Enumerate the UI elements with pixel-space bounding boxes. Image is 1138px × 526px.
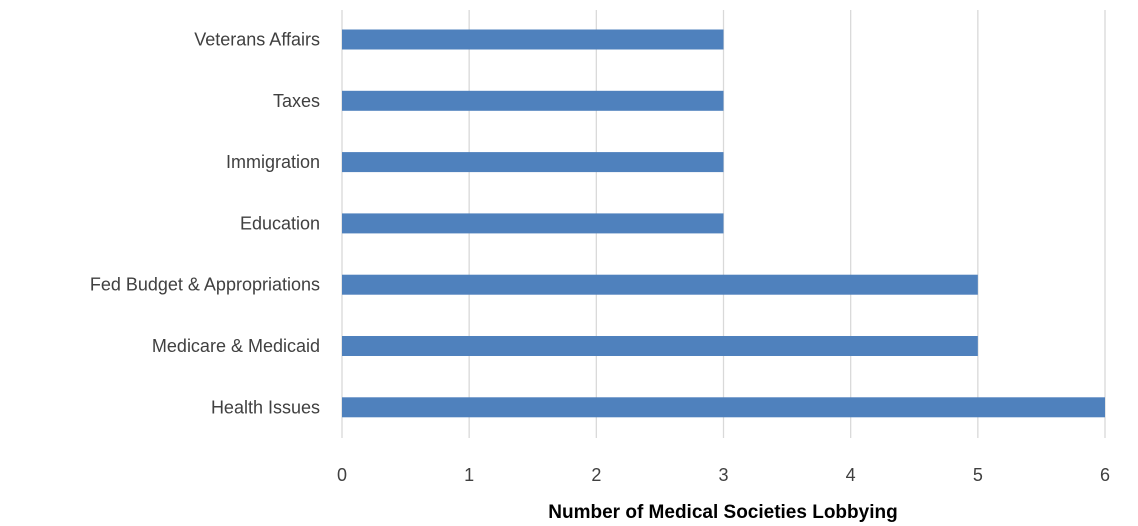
x-tick-labels: 0 1 2 3 4 5 6 (337, 465, 1110, 485)
x-tick-label-5: 5 (973, 465, 983, 485)
bar-taxes (342, 90, 724, 111)
bar-medicare-medicaid (342, 336, 978, 356)
x-axis-title: Number of Medical Societies Lobbying (548, 502, 897, 523)
category-label-education: Education (240, 213, 320, 233)
x-tick-label-0: 0 (337, 465, 347, 485)
bar-fed-budget-appropriations (342, 274, 978, 295)
x-tick-label-3: 3 (718, 465, 728, 485)
x-tick-label-2: 2 (591, 465, 601, 485)
category-label-taxes: Taxes (273, 91, 320, 111)
bar-immigration (342, 152, 724, 173)
category-labels: Veterans Affairs Taxes Immigration Educatio… (90, 30, 320, 418)
x-tick-label-1: 1 (464, 465, 474, 485)
x-tick-label-6: 6 (1100, 465, 1110, 485)
bars (342, 29, 1105, 418)
bar-education (342, 213, 724, 234)
bar-veterans-affairs (342, 29, 724, 50)
category-label-immigration: Immigration (226, 152, 320, 172)
bar-health-issues (342, 397, 1105, 418)
x-tick-label-4: 4 (846, 465, 856, 485)
category-label-veterans-affairs: Veterans Affairs (194, 30, 320, 50)
category-label-fed-budget-appropriations: Fed Budget & Appropriations (90, 275, 320, 295)
category-label-health-issues: Health Issues (211, 397, 320, 417)
category-label-medicare-medicaid: Medicare & Medicaid (152, 336, 320, 356)
